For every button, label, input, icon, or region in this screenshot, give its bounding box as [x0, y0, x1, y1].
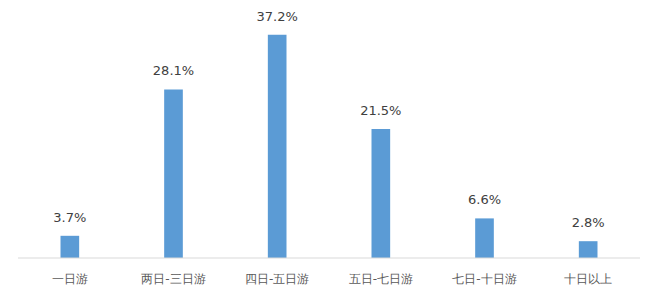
svg-text:6.6%: 6.6%	[468, 192, 501, 207]
svg-text:四日-五日游: 四日-五日游	[245, 272, 309, 286]
svg-text:28.1%: 28.1%	[153, 63, 194, 78]
svg-text:七日-十日游: 七日-十日游	[452, 272, 516, 286]
svg-text:37.2%: 37.2%	[257, 9, 298, 24]
svg-text:一日游: 一日游	[52, 272, 88, 286]
svg-text:2.8%: 2.8%	[572, 215, 605, 230]
svg-text:21.5%: 21.5%	[360, 103, 401, 118]
svg-text:五日-七日游: 五日-七日游	[349, 272, 413, 286]
svg-text:两日-三日游: 两日-三日游	[141, 272, 205, 286]
svg-text:3.7%: 3.7%	[53, 210, 86, 225]
svg-text:十日以上: 十日以上	[564, 272, 612, 286]
